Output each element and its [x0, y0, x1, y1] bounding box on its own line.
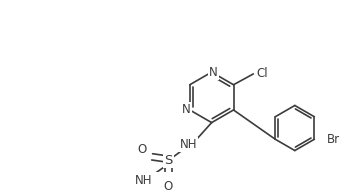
Text: Cl: Cl [257, 67, 268, 80]
Text: Br: Br [327, 133, 340, 146]
Text: O: O [138, 143, 147, 156]
Text: NH: NH [180, 138, 197, 151]
Text: N: N [182, 104, 190, 117]
Text: NH: NH [134, 174, 152, 187]
Text: N: N [209, 66, 218, 79]
Text: O: O [164, 180, 173, 191]
Text: S: S [164, 154, 173, 167]
